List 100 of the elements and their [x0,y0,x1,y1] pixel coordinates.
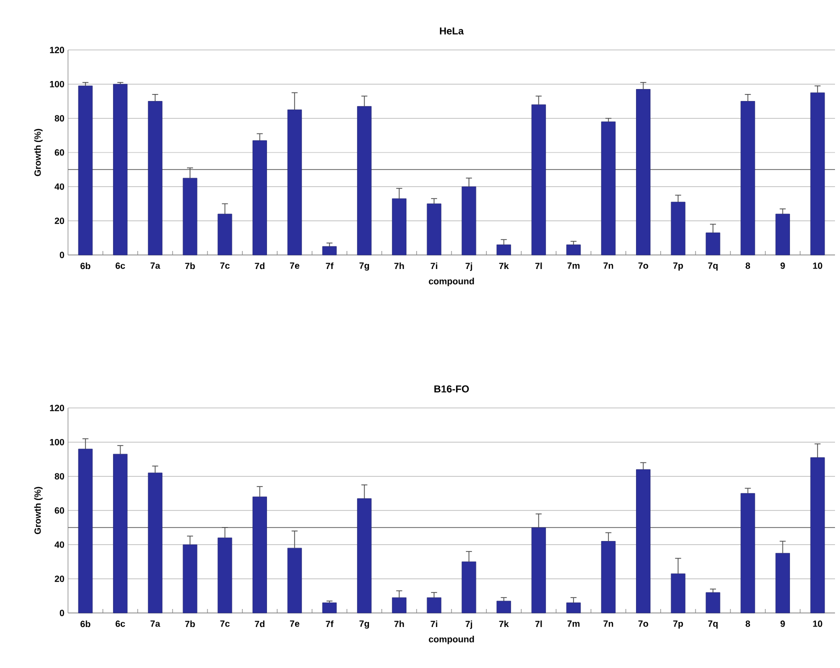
bar [566,244,581,256]
bar [706,592,720,614]
x-tick-label: 7h [394,262,404,270]
x-tick-label: 8 [746,262,750,269]
y-tick-label: 0 [60,252,64,258]
x-tick-label: 7d [254,620,264,628]
y-tick-label: 80 [54,473,64,480]
x-tick-label: 7e [290,262,300,269]
bar [496,600,511,614]
bar [322,602,337,614]
x-tick-label: 7j [466,262,472,271]
x-tick-label: 7c [220,262,230,269]
y-tick-label: 100 [50,80,64,88]
x-tick-label: 10 [813,262,822,269]
x-tick-label: 7e [290,620,300,627]
x-tick-label: 6c [116,262,126,269]
bar [218,214,232,256]
x-tick-label: 7h [394,620,404,628]
x-tick-label: 7g [359,262,369,271]
bar [252,140,267,256]
y-tick-label: 40 [54,183,64,190]
x-axis-title: compound [428,636,474,644]
x-tick-label: 7o [638,620,648,627]
bar [392,198,406,256]
x-tick-label: 7i [430,620,438,628]
x-tick-label: 7m [567,620,580,627]
bar [182,178,198,256]
bar [287,110,302,256]
bar [810,457,825,614]
bar [810,92,825,256]
bar [496,244,511,256]
x-tick-label: 8 [746,620,750,627]
x-tick-label: 7n [604,262,614,269]
x-tick-label: 7l [535,262,542,270]
bar [113,454,128,614]
bar [566,602,581,614]
x-tick-label: 7k [499,620,509,628]
x-tick-label: 7g [359,620,369,629]
x-tick-label: 9 [780,620,785,627]
bar [148,472,162,614]
y-axis-title: Growth (%) [34,128,43,176]
x-tick-label: 7b [185,620,195,628]
bar [287,548,302,614]
x-tick-label: 7j [466,620,472,629]
bar [218,538,232,614]
x-tick-label: 6b [80,262,90,270]
bar [357,498,372,614]
x-tick-label: 7o [638,262,648,269]
x-axis-title: compound [428,278,474,286]
y-tick-label: 60 [54,149,64,156]
x-tick-label: 7b [185,262,195,270]
x-tick-label: 7l [535,620,542,628]
bar [776,214,790,256]
bar [148,101,162,256]
bar [601,541,616,614]
chart-title: B16-FO [434,385,469,392]
bar [601,122,616,256]
bar [182,544,198,614]
bar [78,86,93,256]
y-tick-label: 100 [50,438,64,446]
x-tick-label: 7f [326,620,334,628]
x-tick-label: 7p [673,262,683,271]
x-tick-label: 7a [150,620,160,627]
y-tick-label: 60 [54,507,64,514]
x-tick-label: 7p [673,620,683,629]
x-tick-label: 7q [708,620,718,629]
x-tick-label: 6b [80,620,90,628]
y-axis-title: Growth (%) [34,486,43,534]
y-tick-label: 20 [54,576,64,582]
bar [462,562,476,614]
x-tick-label: 7c [220,620,230,627]
bar [670,202,686,256]
x-tick-label: 7i [430,262,438,270]
x-tick-label: 6c [116,620,126,627]
bar [531,104,546,256]
x-tick-label: 7m [567,262,580,269]
bar [706,232,720,256]
bar [740,493,756,614]
bar [670,573,686,614]
x-tick-label: 7q [708,262,718,271]
y-tick-label: 120 [50,46,64,54]
x-tick-label: 7k [499,262,509,270]
bar [78,448,93,614]
bar [531,527,546,614]
bar [426,204,442,256]
bar [776,552,790,614]
chart-title: HeLa [440,27,464,34]
x-tick-label: 9 [780,262,785,269]
bar [252,496,267,614]
x-tick-label: 7f [326,262,334,270]
y-tick-label: 40 [54,541,64,548]
y-tick-label: 80 [54,115,64,122]
bar [740,101,756,256]
bar [636,89,650,256]
bar [322,246,337,256]
bar [113,84,128,256]
y-tick-label: 0 [60,610,64,616]
y-tick-label: 120 [50,404,64,412]
x-tick-label: 7a [150,262,160,269]
bar [636,469,650,614]
